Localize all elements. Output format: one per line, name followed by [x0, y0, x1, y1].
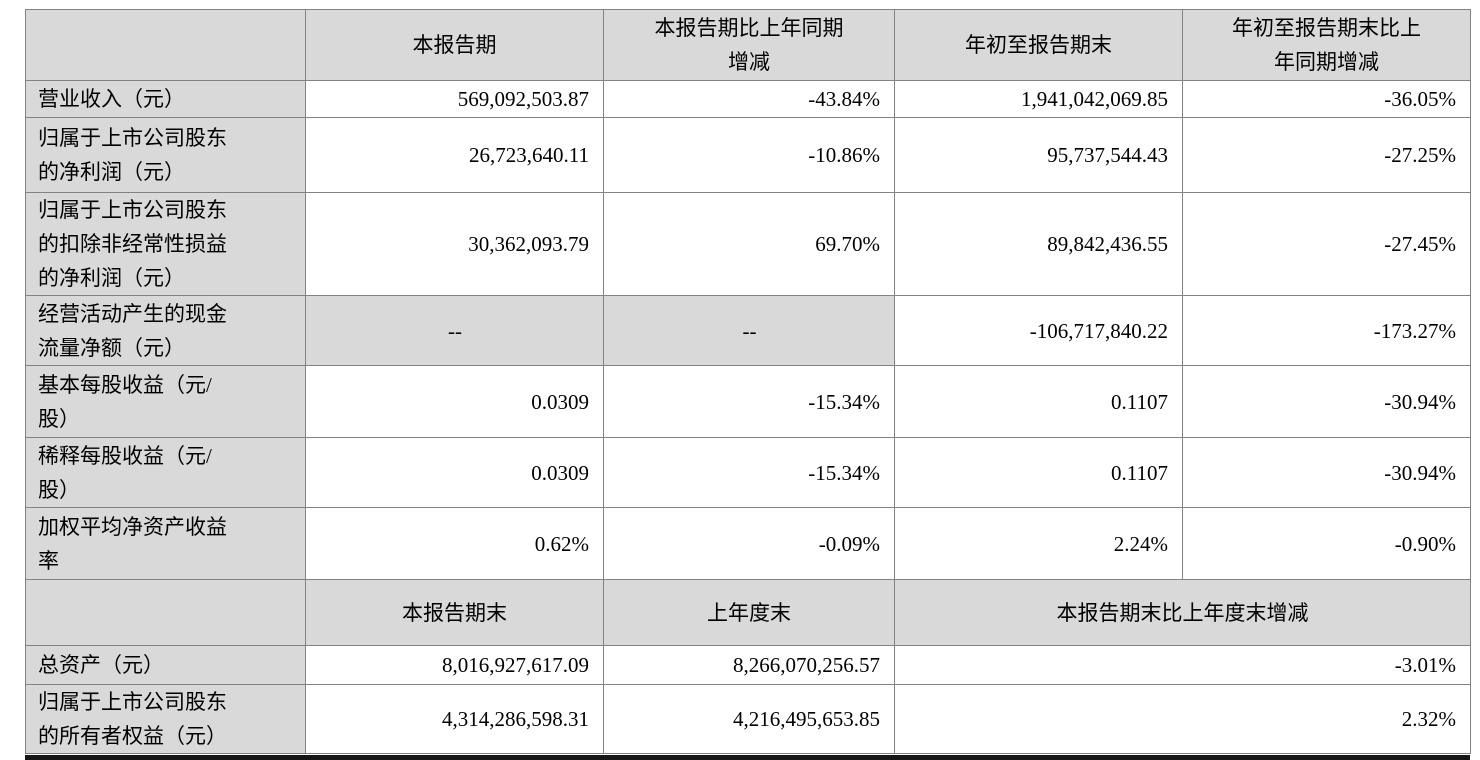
table-row-total-assets: 总资产（元） 8,016,927,617.09 8,266,070,256.57… [25, 645, 1471, 685]
cell-ytd-yoy-change: -36.05% [1182, 80, 1471, 118]
cell-yoy-change: -15.34% [603, 437, 895, 508]
quarterly-report-key-figures: 本报告期 本报告期比上年同期 增减 年初至报告期末 年初至报告期末比上 年同期增… [25, 9, 1471, 754]
cell-current-period: 569,092,503.87 [305, 80, 604, 118]
cell-yoy-change: -10.86% [603, 117, 895, 193]
row-label: 经营活动产生的现金 流量净额（元） [25, 295, 306, 366]
cell-current-period: 26,723,640.11 [305, 117, 604, 193]
corner-cell [25, 9, 306, 81]
header-ytd: 年初至报告期末 [894, 9, 1183, 81]
cell-current-period: -- [305, 295, 604, 366]
section1-header-row: 本报告期 本报告期比上年同期 增减 年初至报告期末 年初至报告期末比上 年同期增… [25, 9, 1471, 81]
cell-change: 2.32% [894, 684, 1471, 754]
table-row-weighted-avg-roe: 加权平均净资产收益 率 0.62% -0.09% 2.24% -0.90% [25, 507, 1471, 580]
cell-yoy-change: -- [603, 295, 895, 366]
cell-current-period: 0.0309 [305, 437, 604, 508]
cell-ytd-yoy-change: -173.27% [1182, 295, 1471, 366]
cell-ytd-yoy-change: -30.94% [1182, 437, 1471, 508]
header-end-of-period: 本报告期末 [305, 579, 604, 646]
cell-current-period: 0.0309 [305, 365, 604, 438]
financial-summary-table: 本报告期 本报告期比上年同期 增减 年初至报告期末 年初至报告期末比上 年同期增… [25, 9, 1471, 760]
section2-header-row: 本报告期末 上年度末 本报告期末比上年度末增减 [25, 579, 1471, 646]
header-period-vs-prior-year-change: 本报告期末比上年度末增减 [894, 579, 1471, 646]
cell-ytd: 89,842,436.55 [894, 192, 1183, 296]
cell-yoy-change: 69.70% [603, 192, 895, 296]
cell-end-of-prior-year: 4,216,495,653.85 [603, 684, 895, 754]
cell-current-period: 30,362,093.79 [305, 192, 604, 296]
row-label: 归属于上市公司股东 的净利润（元） [25, 117, 306, 193]
cell-ytd-yoy-change: -27.45% [1182, 192, 1471, 296]
corner-cell [25, 579, 306, 646]
cell-ytd: 0.1107 [894, 437, 1183, 508]
cell-end-of-prior-year: 8,266,070,256.57 [603, 645, 895, 685]
cell-ytd: 0.1107 [894, 365, 1183, 438]
row-label: 加权平均净资产收益 率 [25, 507, 306, 580]
cell-ytd: 1,941,042,069.85 [894, 80, 1183, 118]
cell-ytd: -106,717,840.22 [894, 295, 1183, 366]
cell-ytd-yoy-change: -0.90% [1182, 507, 1471, 580]
row-label: 稀释每股收益（元/ 股） [25, 437, 306, 508]
header-end-of-prior-year: 上年度末 [603, 579, 895, 646]
cell-ytd: 95,737,544.43 [894, 117, 1183, 193]
cell-ytd-yoy-change: -30.94% [1182, 365, 1471, 438]
row-label: 基本每股收益（元/ 股） [25, 365, 306, 438]
cell-yoy-change: -43.84% [603, 80, 895, 118]
cell-end-of-period: 4,314,286,598.31 [305, 684, 604, 754]
row-label: 归属于上市公司股东 的扣除非经常性损益 的净利润（元） [25, 192, 306, 296]
header-ytd-yoy-change: 年初至报告期末比上 年同期增减 [1182, 9, 1471, 81]
header-yoy-change: 本报告期比上年同期 增减 [603, 9, 895, 81]
row-label: 总资产（元） [25, 645, 306, 685]
table-row-diluted-eps: 稀释每股收益（元/ 股） 0.0309 -15.34% 0.1107 -30.9… [25, 437, 1471, 508]
table-row-operating-revenue: 营业收入（元） 569,092,503.87 -43.84% 1,941,042… [25, 80, 1471, 118]
cell-yoy-change: -0.09% [603, 507, 895, 580]
cell-current-period: 0.62% [305, 507, 604, 580]
cell-ytd: 2.24% [894, 507, 1183, 580]
cell-end-of-period: 8,016,927,617.09 [305, 645, 604, 685]
section-divider-rule [25, 755, 1470, 760]
table-row-basic-eps: 基本每股收益（元/ 股） 0.0309 -15.34% 0.1107 -30.9… [25, 365, 1471, 438]
row-label: 营业收入（元） [25, 80, 306, 118]
table-row-operating-cash-flow: 经营活动产生的现金 流量净额（元） -- -- -106,717,840.22 … [25, 295, 1471, 366]
table-row-net-profit: 归属于上市公司股东 的净利润（元） 26,723,640.11 -10.86% … [25, 117, 1471, 193]
cell-ytd-yoy-change: -27.25% [1182, 117, 1471, 193]
header-current-period: 本报告期 [305, 9, 604, 81]
table-row-net-profit-excl-nonrecurring: 归属于上市公司股东 的扣除非经常性损益 的净利润（元） 30,362,093.7… [25, 192, 1471, 296]
cell-change: -3.01% [894, 645, 1471, 685]
table-row-equity-attributable-to-shareholders: 归属于上市公司股东 的所有者权益（元） 4,314,286,598.31 4,2… [25, 684, 1471, 754]
row-label: 归属于上市公司股东 的所有者权益（元） [25, 684, 306, 754]
cell-yoy-change: -15.34% [603, 365, 895, 438]
